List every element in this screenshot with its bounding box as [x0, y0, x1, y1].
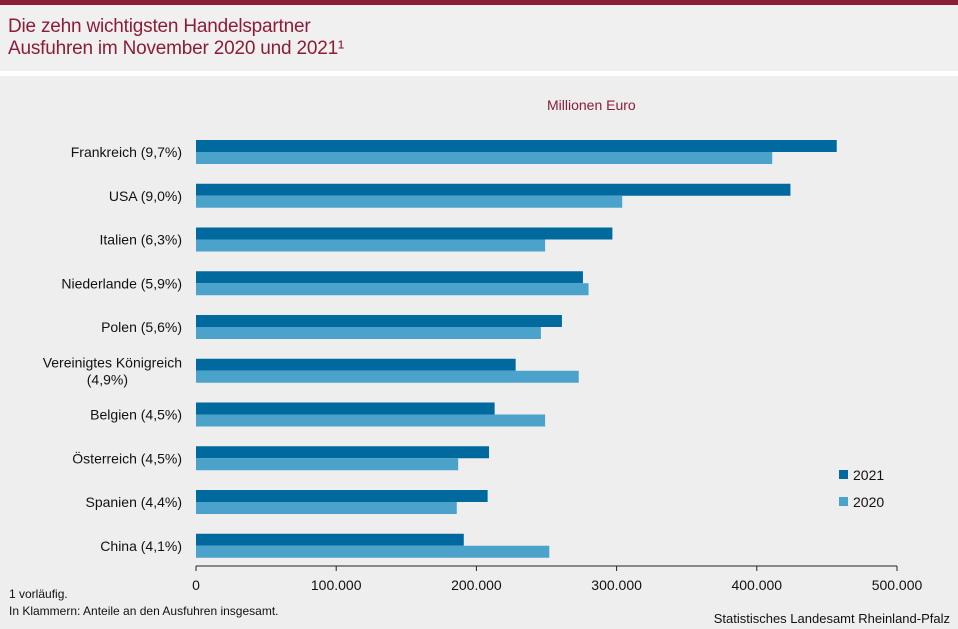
x-tick-label: 200.000 — [451, 577, 502, 593]
category-label: Österreich (4,5%) — [72, 449, 182, 466]
legend-label-2021: 2021 — [853, 467, 884, 483]
chart-subtitle: Ausfuhren im November 2020 und 2021¹ — [8, 38, 345, 59]
category-label: Belgien (4,5%) — [90, 407, 182, 423]
bar-2020 — [196, 327, 541, 339]
category-label: Niederlande (5,9%) — [61, 275, 182, 291]
category-label: Vereinigtes Königreich (4,9%) — [43, 354, 182, 387]
category-label: Italien (6,3%) — [100, 232, 182, 248]
top-accent-bar — [0, 0, 958, 5]
bar-2020 — [196, 545, 550, 558]
category-label: USA (9,0%) — [109, 188, 182, 204]
source-label: Statistisches Landesamt Rheinland-Pfalz — [713, 611, 950, 626]
bar-2020 — [196, 370, 579, 383]
bar-2020 — [196, 458, 459, 471]
x-tick-label: 100.000 — [311, 577, 362, 593]
bar-2021 — [196, 140, 837, 152]
bar-2021 — [196, 490, 488, 502]
x-tick-label: 300.000 — [591, 577, 642, 593]
header-separator — [0, 71, 958, 76]
legend-label-2020: 2020 — [853, 494, 884, 510]
bar-2020 — [196, 195, 623, 208]
unit-label: Millionen Euro — [547, 97, 636, 113]
category-label: Frankreich (9,7%) — [71, 144, 182, 160]
bar-2021 — [196, 271, 583, 284]
plot-area — [0, 76, 958, 629]
footnote-preliminary: 1 vorläufig. — [9, 587, 68, 601]
legend-swatch-2021 — [839, 470, 848, 479]
bar-2020 — [196, 502, 457, 514]
bar-2021 — [196, 227, 613, 240]
x-tick-label: 0 — [192, 577, 200, 593]
bar-2020 — [196, 239, 546, 252]
bar-2020 — [196, 152, 773, 164]
footnote-shares: In Klammern: Anteile an den Ausfuhren in… — [9, 604, 279, 618]
bar-2020 — [196, 414, 546, 427]
x-tick-label: 400.000 — [731, 577, 782, 593]
category-label: Spanien (4,4%) — [85, 494, 182, 510]
bar-2020 — [196, 283, 589, 296]
bar-2021 — [196, 315, 562, 327]
bar-2021 — [196, 533, 464, 546]
chart-header: Die zehn wichtigsten Handelspartner Ausf… — [0, 5, 958, 71]
category-label: Polen (5,6%) — [101, 319, 182, 335]
bar-2021 — [196, 183, 791, 196]
chart-title: Die zehn wichtigsten Handelspartner — [8, 16, 311, 37]
legend-swatch-2020 — [839, 497, 848, 506]
bar-2021 — [196, 446, 490, 459]
x-tick-label: 500.000 — [872, 577, 923, 593]
bar-2021 — [196, 358, 516, 371]
bar-2021 — [196, 402, 495, 415]
category-label: China (4,1%) — [100, 538, 182, 554]
